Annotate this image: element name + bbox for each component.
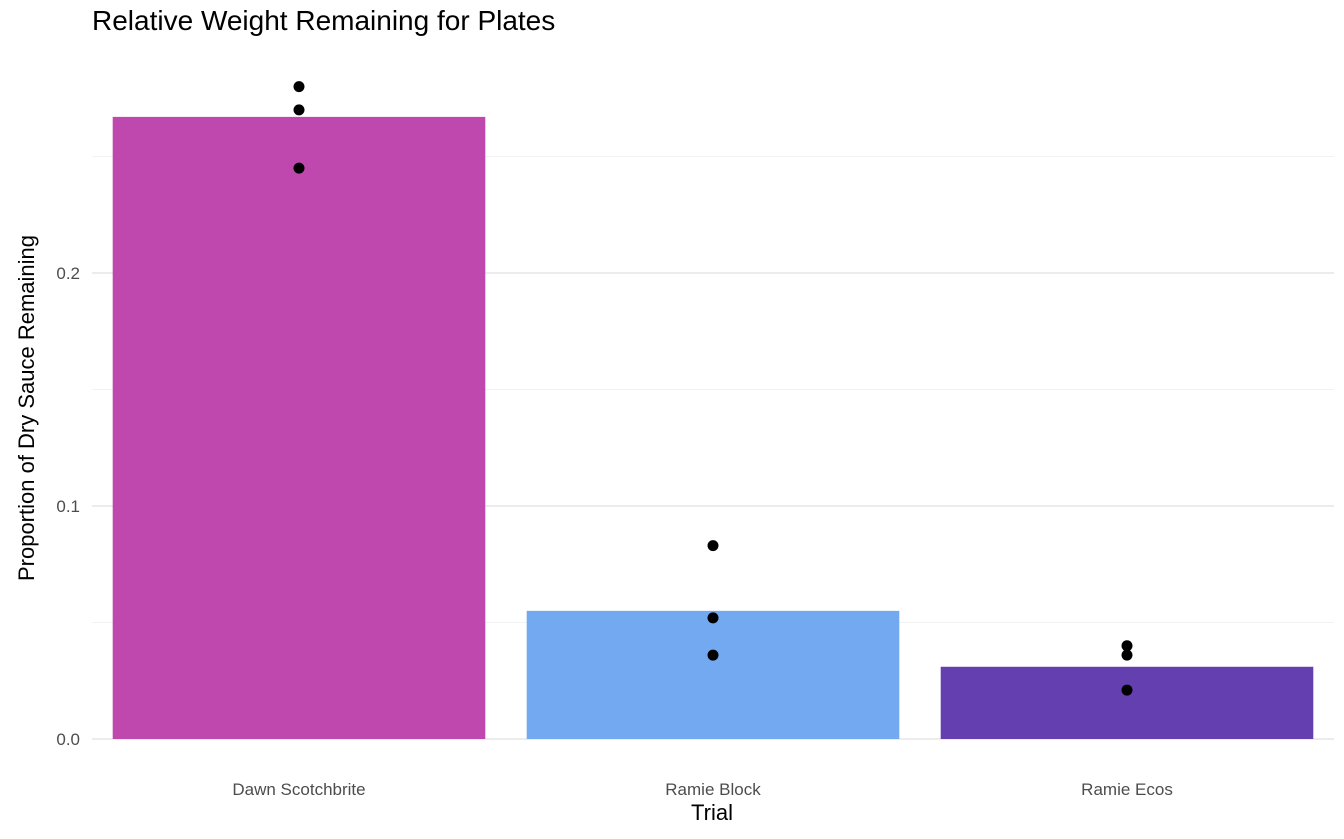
bar-dawn-scotchbrite [112, 116, 486, 739]
bar-ramie-block [526, 610, 900, 739]
data-point [293, 162, 305, 174]
data-point [1121, 684, 1133, 696]
x-tick-label: Ramie Block [665, 780, 761, 799]
chart-title: Relative Weight Remaining for Plates [92, 5, 555, 36]
data-point [707, 540, 719, 552]
bar-ramie-ecos [940, 666, 1314, 739]
bars [112, 116, 1314, 739]
data-points [293, 81, 1133, 696]
x-tick-label: Ramie Ecos [1081, 780, 1173, 799]
data-point [1121, 640, 1133, 652]
data-point [707, 612, 719, 624]
data-point [293, 81, 305, 93]
x-tick-label: Dawn Scotchbrite [232, 780, 365, 799]
y-tick-label: 0.1 [56, 497, 80, 516]
y-axis-title: Proportion of Dry Sauce Remaining [14, 235, 39, 581]
data-point [707, 649, 719, 661]
y-tick-label: 0.2 [56, 264, 80, 283]
x-axis-title: Trial [691, 800, 733, 825]
data-point [1121, 649, 1133, 661]
data-point [293, 104, 305, 116]
x-axis-ticks: Dawn Scotchbrite Ramie Block Ramie Ecos [232, 780, 1172, 799]
y-tick-label: 0.0 [56, 730, 80, 749]
y-axis-ticks: 0.0 0.1 0.2 [56, 264, 80, 749]
